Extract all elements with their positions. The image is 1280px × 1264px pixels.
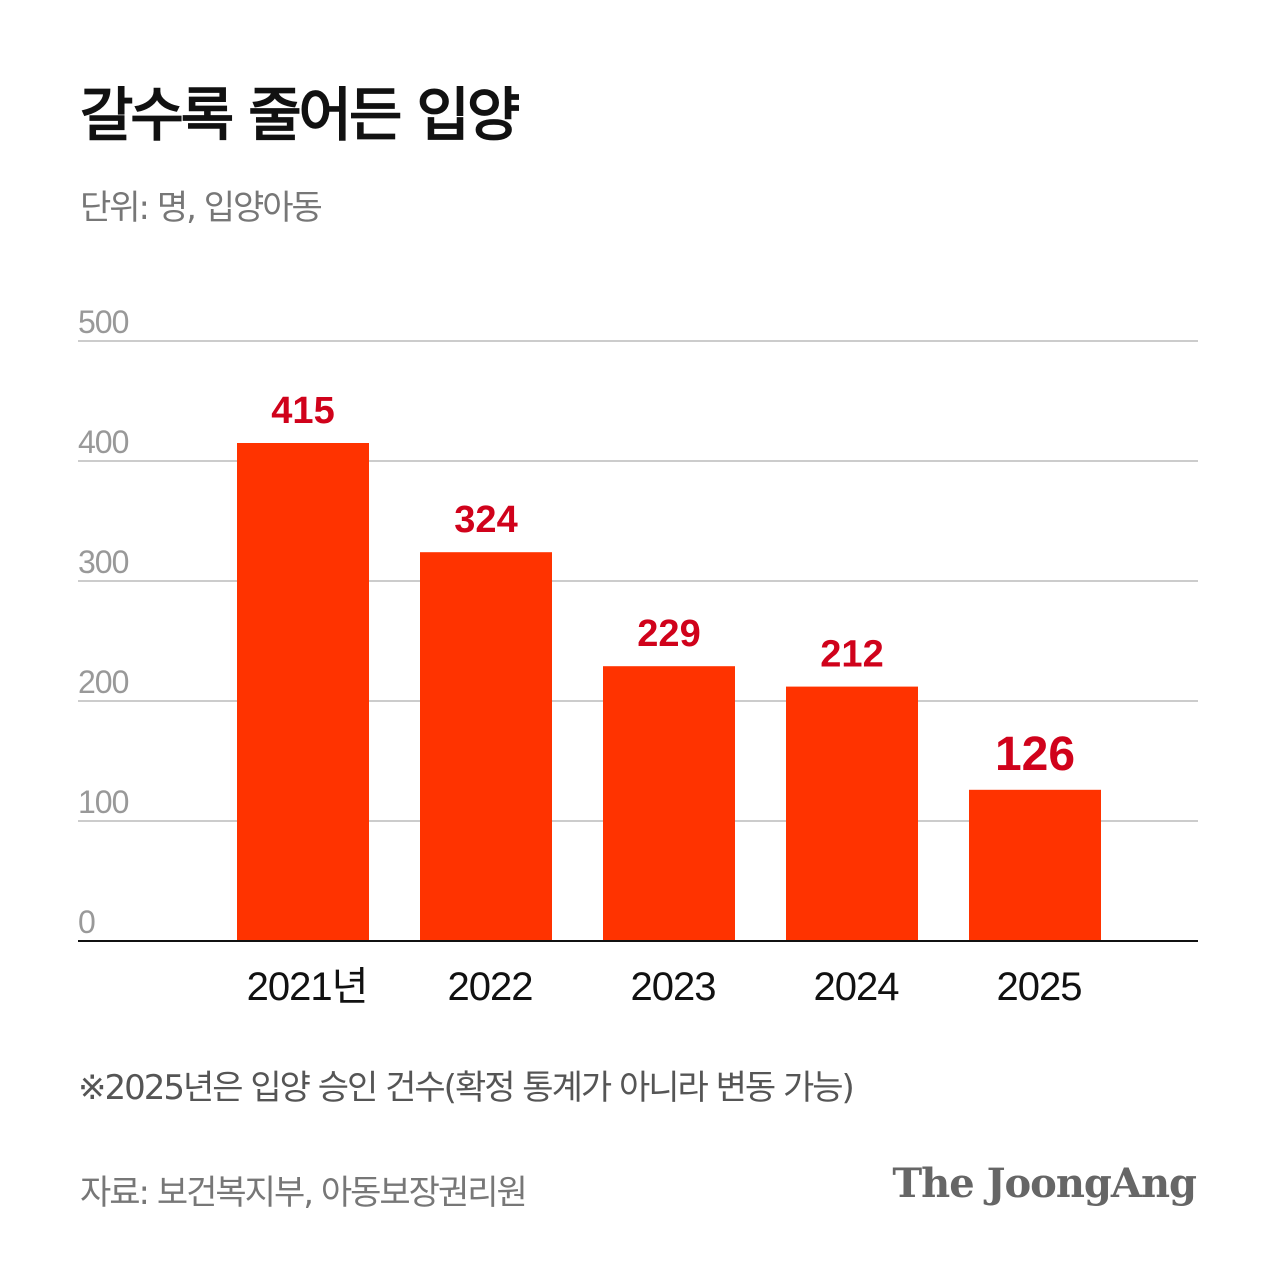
x-tick-label: 2024: [814, 965, 900, 1009]
bar: [237, 443, 369, 941]
chart-title: 갈수록 줄어든 입양: [80, 81, 520, 149]
x-tick-label: 2021년: [247, 965, 368, 1009]
data-label: 126: [995, 728, 1075, 781]
source: 자료: 보건복지부, 아동보장권리원: [80, 1173, 528, 1213]
y-tick-label: 400: [78, 424, 129, 460]
x-tick-label: 2023: [631, 965, 716, 1009]
bar: [969, 789, 1101, 941]
x-tick-label: 2025: [997, 965, 1082, 1009]
bar-chart: 0 100 200 300 400 500 415 2021년 324 2022 229 2023 21…: [78, 304, 1198, 1009]
bar: [786, 686, 918, 941]
data-label: 229: [637, 613, 700, 655]
data-label: 212: [820, 634, 883, 676]
y-tick-label: 500: [78, 304, 129, 340]
bar: [603, 666, 735, 941]
y-tick-label: 200: [78, 664, 129, 700]
y-tick-label: 300: [78, 544, 129, 580]
y-tick-label: 0: [78, 904, 95, 940]
chart-unit: 단위: 명, 입양아동: [80, 188, 323, 228]
x-tick-label: 2022: [448, 965, 533, 1009]
data-label: 324: [454, 499, 517, 541]
logo: The JoongAng: [892, 1160, 1197, 1207]
data-label: 415: [271, 390, 334, 432]
bar: [420, 552, 552, 941]
y-tick-label: 100: [78, 784, 129, 820]
footnote: ※2025년은 입양 승인 건수(확정 통계가 아니라 변동 가능): [78, 1068, 855, 1108]
